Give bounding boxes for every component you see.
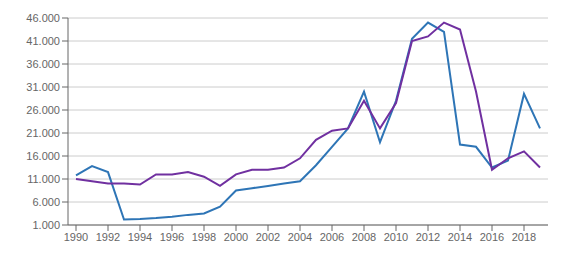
- svg-text:26.000: 26.000: [26, 104, 60, 116]
- svg-text:1996: 1996: [160, 231, 184, 243]
- svg-text:2010: 2010: [384, 231, 408, 243]
- svg-text:16.000: 16.000: [26, 150, 60, 162]
- svg-text:46.000: 46.000: [26, 12, 60, 24]
- svg-text:1998: 1998: [192, 231, 216, 243]
- svg-text:2016: 2016: [480, 231, 504, 243]
- svg-text:36.000: 36.000: [26, 58, 60, 70]
- svg-text:1994: 1994: [128, 231, 152, 243]
- svg-text:1992: 1992: [96, 231, 120, 243]
- svg-text:1990: 1990: [64, 231, 88, 243]
- svg-text:2000: 2000: [224, 231, 248, 243]
- svg-text:1.000: 1.000: [32, 219, 60, 231]
- svg-text:2014: 2014: [448, 231, 472, 243]
- svg-text:2006: 2006: [320, 231, 344, 243]
- svg-text:2008: 2008: [352, 231, 376, 243]
- svg-text:2002: 2002: [256, 231, 280, 243]
- svg-text:2018: 2018: [512, 231, 536, 243]
- svg-text:41.000: 41.000: [26, 35, 60, 47]
- svg-text:11.000: 11.000: [27, 173, 60, 185]
- svg-text:21.000: 21.000: [26, 127, 60, 139]
- svg-text:6.000: 6.000: [32, 196, 60, 208]
- svg-text:31.000: 31.000: [26, 81, 60, 93]
- svg-text:2012: 2012: [416, 231, 440, 243]
- svg-text:2004: 2004: [288, 231, 312, 243]
